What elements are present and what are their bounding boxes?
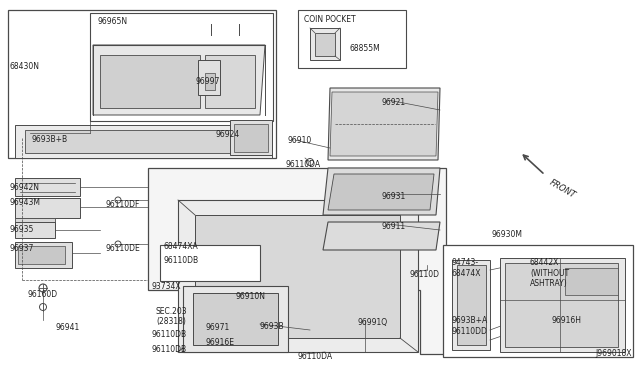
Polygon shape bbox=[178, 200, 418, 352]
Polygon shape bbox=[93, 45, 265, 115]
Circle shape bbox=[535, 315, 541, 321]
Polygon shape bbox=[198, 60, 220, 95]
Text: 96110DE: 96110DE bbox=[105, 244, 140, 253]
Text: 96931: 96931 bbox=[382, 192, 406, 201]
Polygon shape bbox=[323, 222, 440, 250]
Bar bbox=[443, 245, 633, 357]
Circle shape bbox=[115, 241, 121, 247]
Text: 96935: 96935 bbox=[10, 225, 35, 234]
Text: 68855M: 68855M bbox=[350, 44, 381, 53]
Bar bbox=[90, 13, 273, 121]
Text: (28318): (28318) bbox=[156, 317, 186, 326]
Polygon shape bbox=[565, 268, 618, 295]
Circle shape bbox=[307, 158, 314, 166]
Circle shape bbox=[462, 279, 468, 285]
Text: 93734X: 93734X bbox=[152, 282, 182, 291]
Text: (WITHOUT: (WITHOUT bbox=[530, 269, 569, 278]
Text: 96160D: 96160D bbox=[28, 290, 58, 299]
Polygon shape bbox=[230, 120, 272, 155]
Polygon shape bbox=[323, 168, 440, 215]
Polygon shape bbox=[100, 55, 200, 108]
Polygon shape bbox=[25, 130, 260, 153]
Text: 9693B+B: 9693B+B bbox=[32, 135, 68, 144]
Text: 68474X: 68474X bbox=[452, 269, 481, 278]
Polygon shape bbox=[15, 218, 55, 235]
Text: 96110DB: 96110DB bbox=[152, 345, 187, 354]
Bar bbox=[298, 10, 406, 68]
Circle shape bbox=[39, 284, 47, 292]
Bar bbox=[193, 293, 278, 345]
Text: 96110DD: 96110DD bbox=[452, 327, 488, 336]
Polygon shape bbox=[315, 33, 335, 56]
Bar bbox=[8, 10, 276, 158]
Text: ASHTRAY): ASHTRAY) bbox=[530, 279, 568, 288]
Text: COIN POCKET: COIN POCKET bbox=[304, 15, 356, 24]
Bar bbox=[160, 245, 260, 281]
Text: 96910: 96910 bbox=[288, 136, 312, 145]
Text: 96110D: 96110D bbox=[410, 270, 440, 279]
Text: 96911: 96911 bbox=[382, 222, 406, 231]
Text: 96971: 96971 bbox=[206, 323, 230, 332]
Polygon shape bbox=[328, 88, 440, 160]
Text: 96930M: 96930M bbox=[492, 230, 523, 239]
Ellipse shape bbox=[211, 30, 239, 40]
Text: SEC.203: SEC.203 bbox=[156, 307, 188, 316]
Circle shape bbox=[17, 128, 26, 138]
Polygon shape bbox=[15, 198, 80, 218]
Text: 9693B: 9693B bbox=[260, 322, 285, 331]
Text: 68430N: 68430N bbox=[10, 62, 40, 71]
Text: 96916E: 96916E bbox=[206, 338, 235, 347]
Text: 96110DF: 96110DF bbox=[105, 200, 140, 209]
Ellipse shape bbox=[211, 19, 239, 29]
Circle shape bbox=[424, 266, 431, 273]
Text: 96942N: 96942N bbox=[10, 183, 40, 192]
Text: 96997: 96997 bbox=[196, 77, 220, 86]
Polygon shape bbox=[457, 265, 486, 345]
Polygon shape bbox=[330, 92, 438, 156]
Text: 96910N: 96910N bbox=[236, 292, 266, 301]
Text: 96965N: 96965N bbox=[97, 17, 127, 26]
Polygon shape bbox=[195, 215, 400, 338]
Text: 96916H: 96916H bbox=[552, 316, 582, 325]
Text: FRONT: FRONT bbox=[548, 178, 577, 200]
Text: 96943M: 96943M bbox=[10, 198, 41, 207]
Text: J969018X: J969018X bbox=[595, 349, 632, 358]
Text: 96937: 96937 bbox=[10, 244, 35, 253]
Circle shape bbox=[115, 197, 121, 203]
Text: 68474XA: 68474XA bbox=[163, 242, 198, 251]
Polygon shape bbox=[205, 73, 215, 90]
Polygon shape bbox=[328, 174, 434, 210]
Polygon shape bbox=[15, 242, 72, 268]
Bar bbox=[183, 286, 288, 352]
Text: 68442X: 68442X bbox=[530, 258, 559, 267]
Polygon shape bbox=[205, 55, 255, 108]
Text: 96924: 96924 bbox=[215, 130, 239, 139]
Circle shape bbox=[217, 319, 223, 325]
Polygon shape bbox=[148, 168, 446, 354]
Text: 96110DB: 96110DB bbox=[163, 256, 198, 265]
Circle shape bbox=[40, 304, 47, 311]
Text: 96110DA: 96110DA bbox=[285, 160, 320, 169]
Polygon shape bbox=[310, 28, 340, 60]
Circle shape bbox=[217, 335, 223, 341]
Polygon shape bbox=[15, 178, 80, 196]
Polygon shape bbox=[452, 260, 490, 350]
Polygon shape bbox=[15, 125, 272, 158]
Polygon shape bbox=[15, 222, 55, 238]
Polygon shape bbox=[505, 263, 618, 347]
Polygon shape bbox=[234, 124, 268, 152]
Text: 96991Q: 96991Q bbox=[358, 318, 388, 327]
Text: 9693B+A: 9693B+A bbox=[452, 316, 488, 325]
Text: 96110DA: 96110DA bbox=[298, 352, 333, 361]
Text: 94743-: 94743- bbox=[452, 258, 479, 267]
Text: 96921: 96921 bbox=[382, 98, 406, 107]
Ellipse shape bbox=[198, 57, 220, 64]
Polygon shape bbox=[500, 258, 625, 352]
Text: 96110DB: 96110DB bbox=[152, 330, 187, 339]
Circle shape bbox=[462, 332, 468, 338]
Text: 96941: 96941 bbox=[55, 323, 79, 332]
Circle shape bbox=[20, 131, 24, 135]
Polygon shape bbox=[18, 246, 65, 264]
